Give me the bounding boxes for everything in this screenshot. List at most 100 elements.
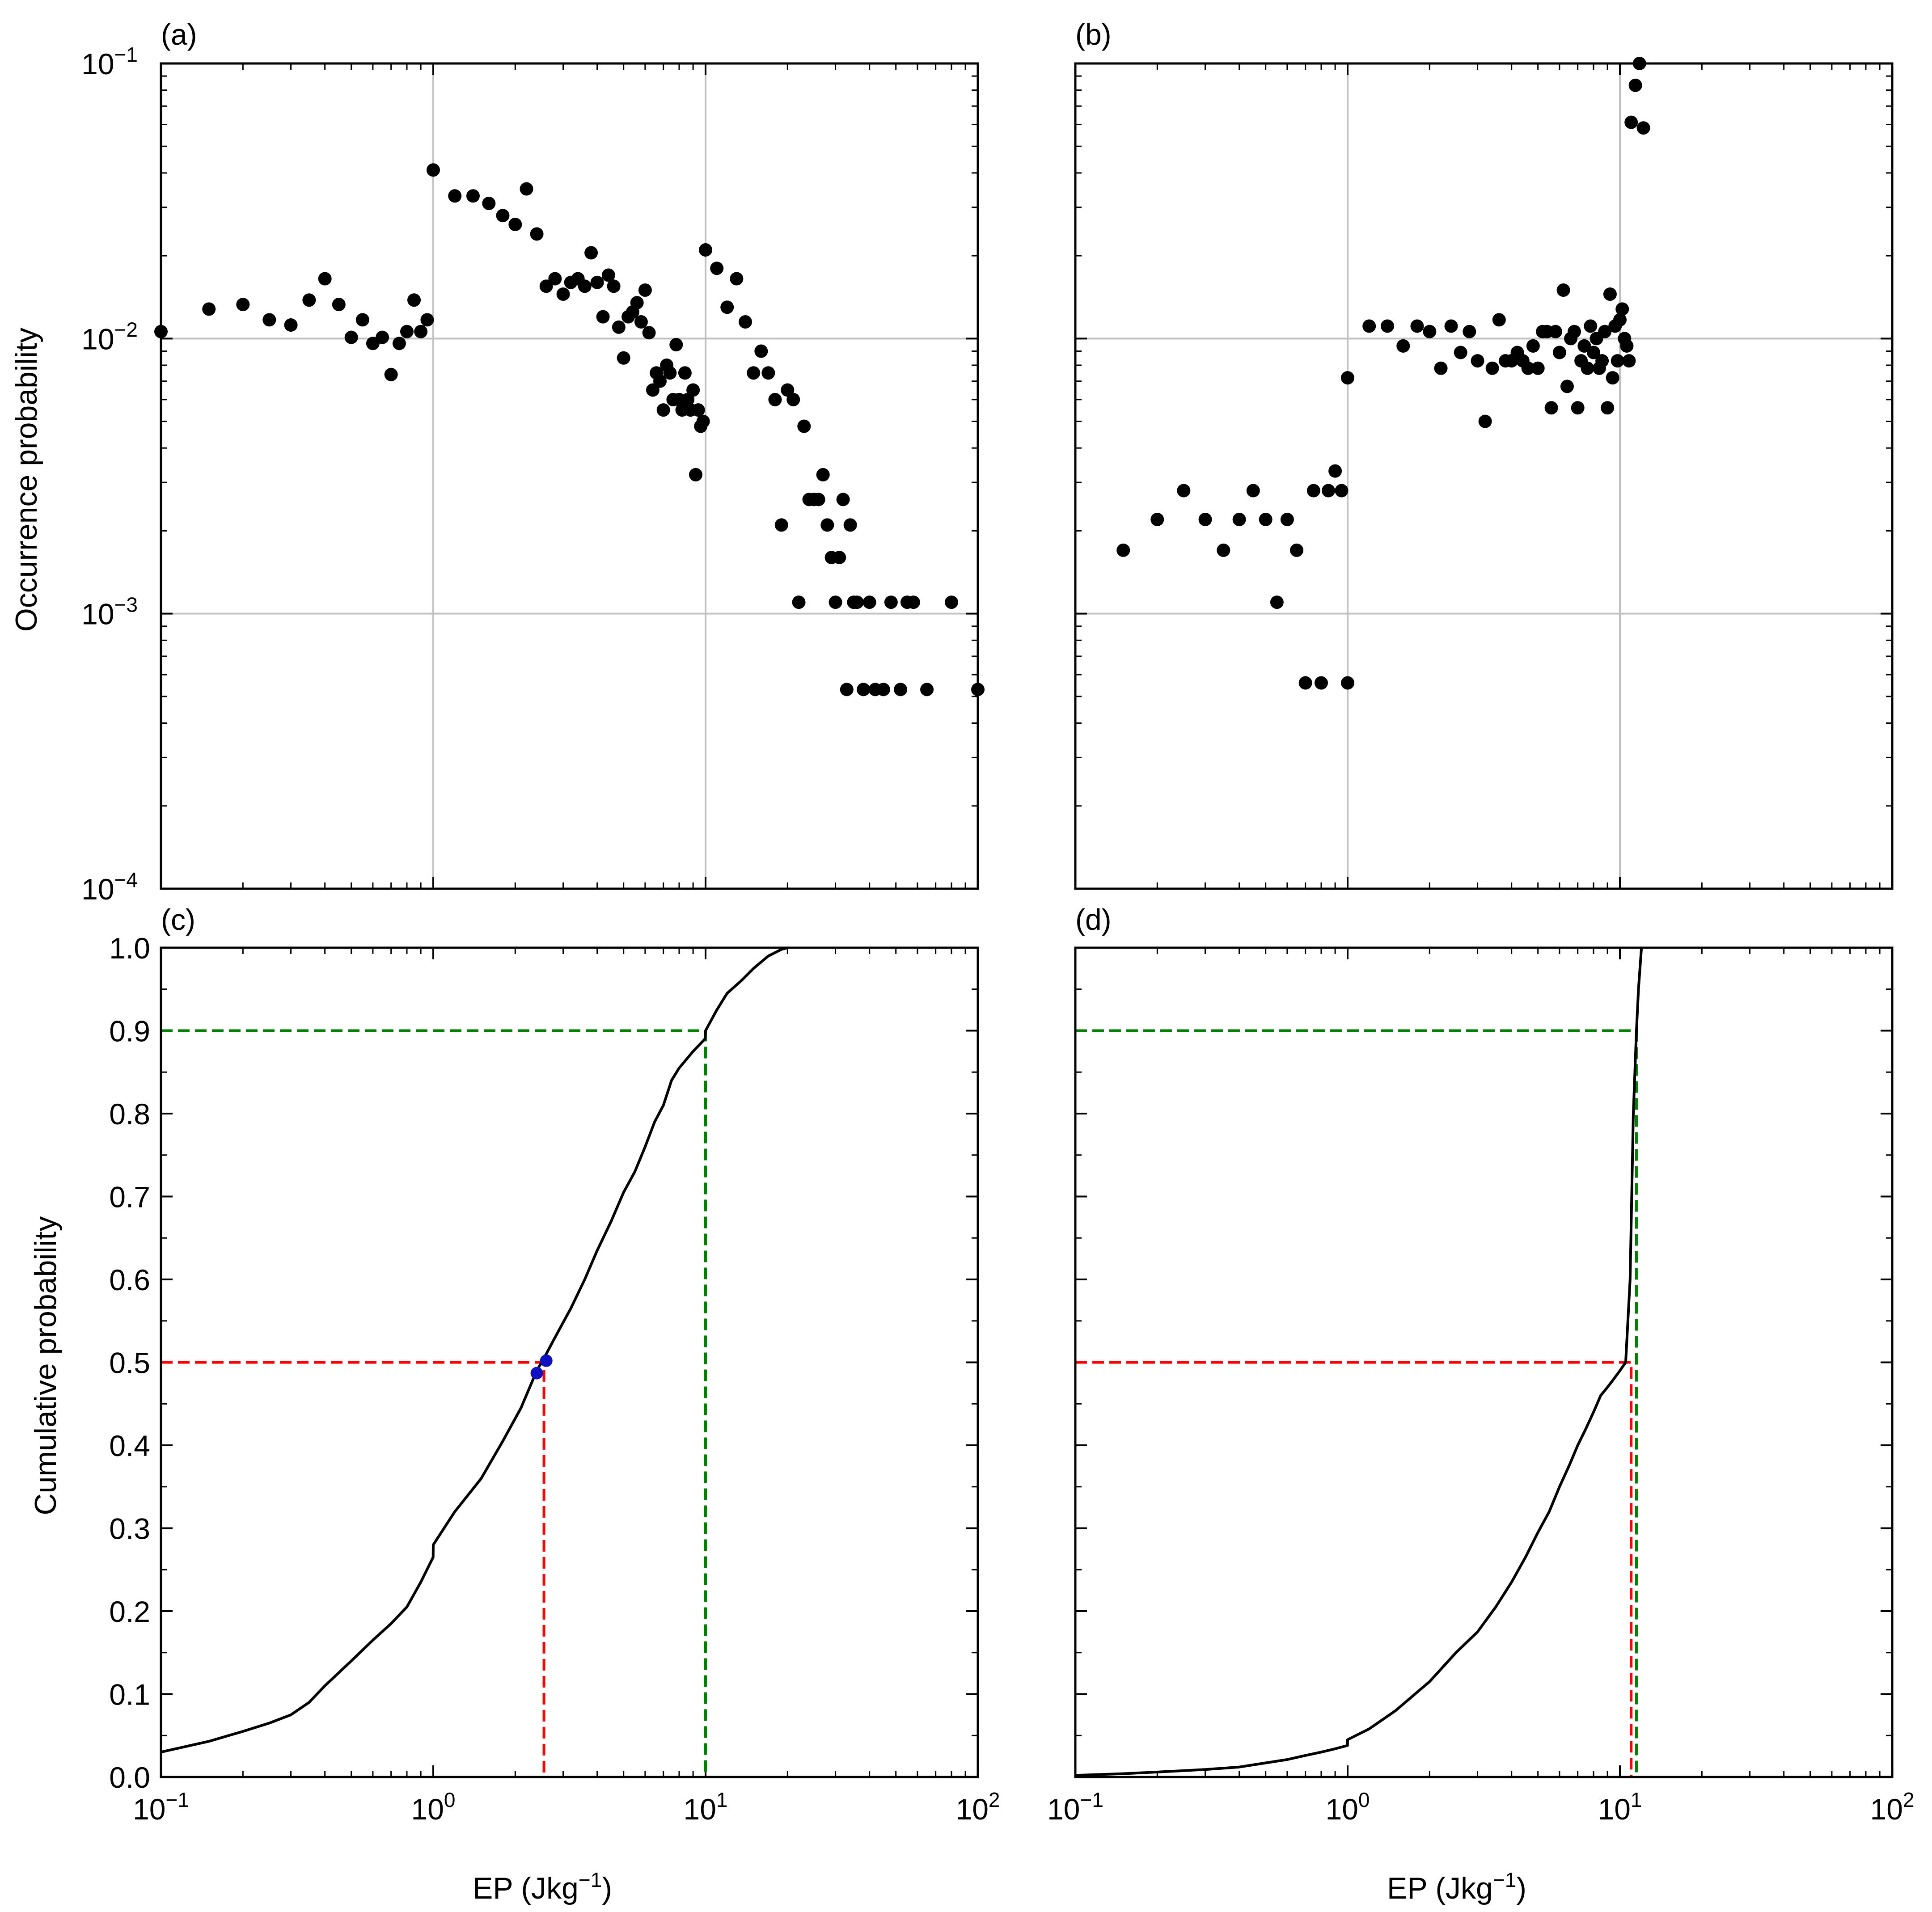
data-point	[653, 374, 667, 388]
data-point	[617, 351, 630, 365]
data-point	[1624, 115, 1638, 129]
data-point	[302, 293, 316, 307]
cumulative-curve	[161, 946, 788, 1754]
data-point	[612, 320, 626, 334]
data-point	[689, 468, 702, 481]
data-point	[816, 468, 830, 481]
data-point	[407, 293, 421, 307]
data-point	[730, 272, 744, 286]
data-point	[1606, 371, 1619, 385]
data-point	[584, 246, 598, 260]
data-point	[1335, 484, 1349, 498]
data-point	[1314, 676, 1328, 690]
highlight-point	[540, 1354, 553, 1367]
data-point	[1560, 380, 1574, 393]
x-tick-label: 100	[411, 1788, 455, 1826]
data-point	[1615, 302, 1629, 316]
data-point	[656, 403, 670, 417]
x-tick-label: 102	[955, 1788, 1000, 1826]
data-point	[607, 279, 621, 293]
highlight-point	[530, 1367, 543, 1380]
data-point	[738, 315, 752, 329]
data-point	[642, 326, 656, 340]
axes-frame	[160, 62, 979, 890]
axes-frame	[1074, 946, 1894, 1778]
data-point	[466, 189, 480, 203]
data-point	[1628, 78, 1642, 92]
data-point	[1601, 401, 1615, 415]
data-point	[1463, 325, 1476, 338]
data-point	[1434, 361, 1448, 375]
y-tick-label: 10−4	[81, 868, 138, 906]
data-point	[318, 272, 332, 286]
data-point	[1567, 325, 1581, 338]
data-point	[761, 366, 775, 380]
data-point	[1571, 401, 1585, 415]
data-point	[1586, 346, 1600, 359]
data-point	[1177, 484, 1191, 498]
y-tick-label: 0.2	[109, 1595, 150, 1628]
data-point	[1636, 121, 1650, 135]
data-point	[884, 595, 898, 609]
data-point	[754, 344, 768, 358]
panel-c: (c) Cumulative probability EP (Jkg−1) 10…	[29, 903, 1000, 1905]
data-point	[786, 393, 800, 406]
data-point	[1150, 512, 1164, 526]
data-point	[1584, 319, 1598, 333]
panel-a: (a) Occurrence probability 10−4 10−3 10−2 1…	[9, 18, 985, 906]
data-point	[836, 493, 850, 506]
data-point	[669, 338, 683, 352]
data-point	[284, 318, 298, 332]
y-tick-label: 0.9	[109, 1015, 150, 1048]
data-point	[1328, 464, 1342, 478]
data-point	[392, 337, 406, 350]
data-point	[768, 393, 782, 406]
data-point	[448, 189, 462, 203]
data-point	[1298, 676, 1312, 690]
data-point	[1454, 346, 1467, 359]
data-point	[1423, 325, 1437, 338]
data-point	[236, 298, 250, 312]
data-point	[548, 272, 562, 286]
data-point	[1232, 512, 1246, 526]
y-tick-label: 10−3	[81, 593, 138, 631]
data-point	[894, 683, 908, 696]
data-point	[638, 283, 652, 297]
data-point	[1217, 543, 1230, 557]
data-point	[797, 419, 811, 433]
data-point	[1544, 401, 1558, 415]
data-point	[332, 298, 346, 312]
y-tick-label: 0.4	[109, 1429, 150, 1462]
data-point	[1526, 339, 1540, 353]
data-point	[482, 196, 496, 210]
data-point	[663, 366, 677, 380]
cumulative-curve	[1075, 947, 1643, 1777]
data-point	[678, 366, 692, 380]
data-point	[601, 268, 615, 282]
x-tick-label: 102	[1870, 1788, 1914, 1826]
data-point	[530, 227, 544, 241]
axes-frame	[160, 946, 979, 1778]
data-point	[420, 313, 434, 327]
data-point	[1198, 512, 1212, 526]
data-point	[1380, 319, 1394, 333]
data-point	[578, 279, 592, 293]
y-tick-label: 0.5	[109, 1346, 150, 1380]
x-tick-label: 101	[683, 1788, 727, 1826]
data-point	[1444, 319, 1458, 333]
panel-d-label: (d)	[1075, 903, 1112, 936]
data-point	[1521, 361, 1535, 375]
data-point	[1396, 339, 1410, 353]
data-point	[1581, 361, 1594, 375]
data-point	[696, 414, 710, 428]
data-point	[1246, 484, 1260, 498]
data-point	[1531, 361, 1545, 375]
data-point	[920, 683, 934, 696]
panel-b-label: (b)	[1075, 18, 1112, 51]
data-point	[400, 325, 414, 338]
data-point	[508, 217, 522, 231]
y-tick-label: 1.0	[109, 932, 150, 965]
data-point	[1622, 354, 1636, 368]
data-point	[829, 595, 842, 609]
